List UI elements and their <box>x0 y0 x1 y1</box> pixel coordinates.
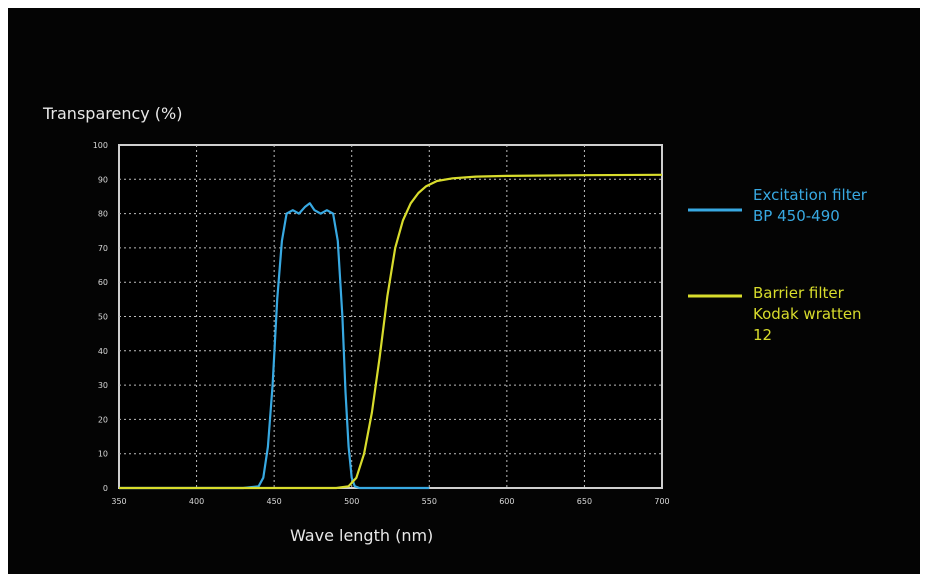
legend-label: 12 <box>753 326 772 344</box>
y-tick-label: 30 <box>98 381 108 390</box>
x-tick-label: 350 <box>111 497 126 506</box>
legend-label: BP 450-490 <box>753 207 840 225</box>
y-tick-label: 20 <box>98 415 108 424</box>
legend: Excitation filter BP 450-490 Barrier filte… <box>688 186 868 344</box>
x-tick-label: 600 <box>499 497 514 506</box>
x-tick-label: 400 <box>189 497 204 506</box>
y-tick-label: 90 <box>98 175 108 184</box>
transparency-chart: Transparency (%) 0102030405060708090100 … <box>42 104 868 545</box>
chart-frame: Transparency (%) 0 10 20 30 40 50 60 70 80 90 100 … <box>8 8 920 574</box>
y-tick-label: 40 <box>98 347 108 356</box>
legend-label: Kodak wratten <box>753 305 862 323</box>
y-tick-label: 50 <box>98 313 108 322</box>
y-tick-label: 10 <box>98 450 108 459</box>
y-tick-label: 70 <box>98 244 108 253</box>
y-tick-label: 60 <box>98 278 108 287</box>
excitation-filter-line <box>119 202 430 490</box>
grid-lines <box>119 145 662 488</box>
x-tick-label: 650 <box>577 497 592 506</box>
barrier-filter-line <box>119 173 663 490</box>
y-tick-label: 80 <box>98 210 108 219</box>
x-tick-label: 550 <box>422 497 437 506</box>
x-axis-title: Wave length (nm) <box>290 526 433 545</box>
x-tick-label: 500 <box>344 497 359 506</box>
series-layer <box>119 173 663 490</box>
y-tick-label: 0 <box>103 484 108 493</box>
x-tick-label: 700 <box>654 497 669 506</box>
y-tick-label: 100 <box>93 141 108 150</box>
y-axis-title: Transparency (%) <box>42 104 183 123</box>
x-tick-label: 450 <box>267 497 282 506</box>
legend-label: Barrier filter <box>753 284 845 302</box>
x-tick-labels: 350 400 450 500 550 600 650 700 <box>111 497 669 506</box>
y-tick-labels: 0 10 20 30 40 50 60 70 80 90 100 <box>93 141 108 493</box>
legend-label: Excitation filter <box>753 186 868 204</box>
